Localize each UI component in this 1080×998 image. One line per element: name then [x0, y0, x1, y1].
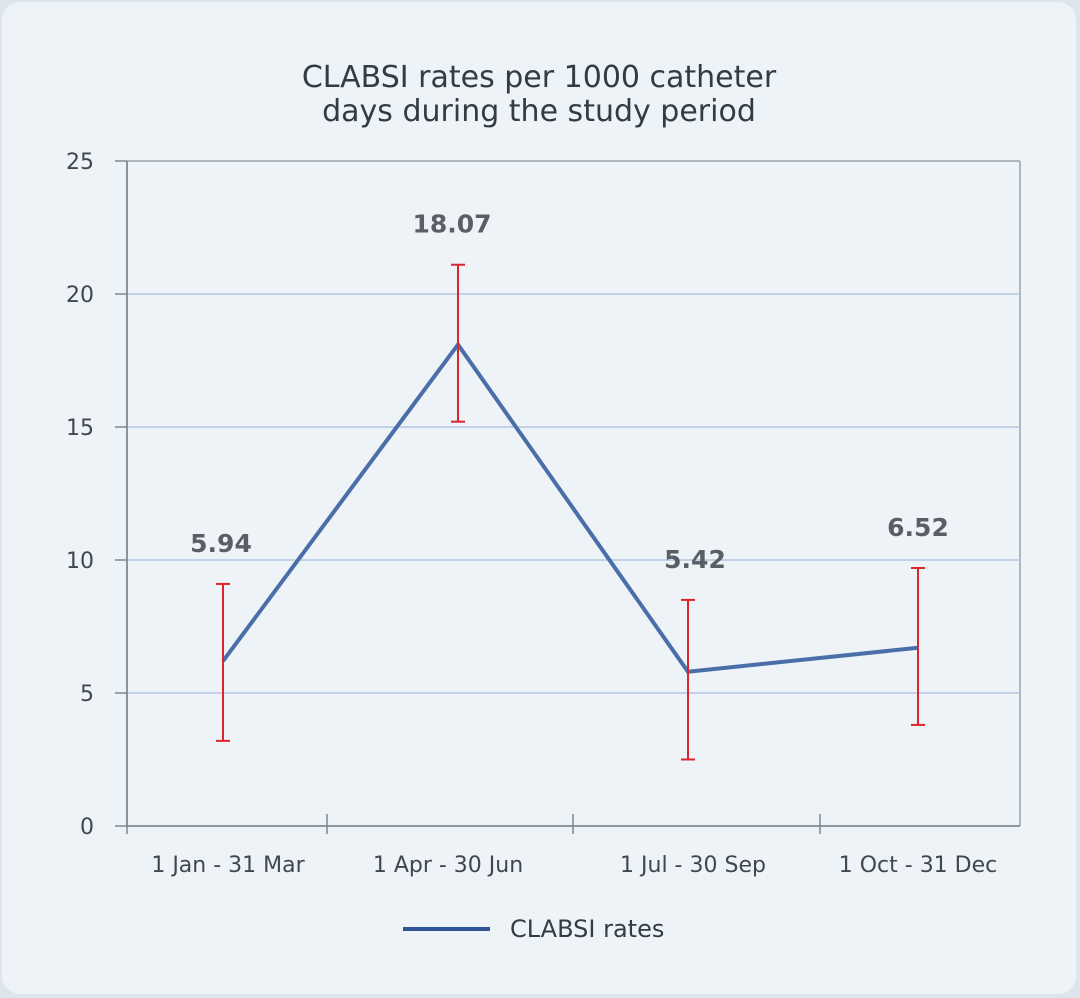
series-line-clabsi-rates: [221, 341, 919, 674]
legend-label: CLABSI rates: [510, 915, 664, 943]
data-label: 6.52: [887, 513, 949, 542]
y-tick-label: 10: [66, 549, 94, 574]
y-tick-label: 0: [80, 815, 94, 840]
data-label: 18.07: [412, 210, 491, 239]
y-tick-label: 20: [66, 283, 94, 308]
data-label: 5.42: [664, 545, 726, 574]
y-tick-label: 15: [66, 416, 94, 441]
x-category-label: 1 Jul - 30 Sep: [620, 853, 766, 878]
x-category-label: 1 Apr - 30 Jun: [373, 853, 523, 878]
chart-title-line-2: days during the study period: [322, 94, 756, 129]
x-category-label: 1 Jan - 31 Mar: [151, 853, 305, 878]
data-label: 5.94: [190, 529, 252, 558]
y-tick-label: 25: [66, 150, 94, 175]
x-category-label: 1 Oct - 31 Dec: [839, 853, 998, 878]
y-tick-label: 5: [80, 682, 94, 707]
chart-title-line-1: CLABSI rates per 1000 catheter: [301, 60, 777, 95]
